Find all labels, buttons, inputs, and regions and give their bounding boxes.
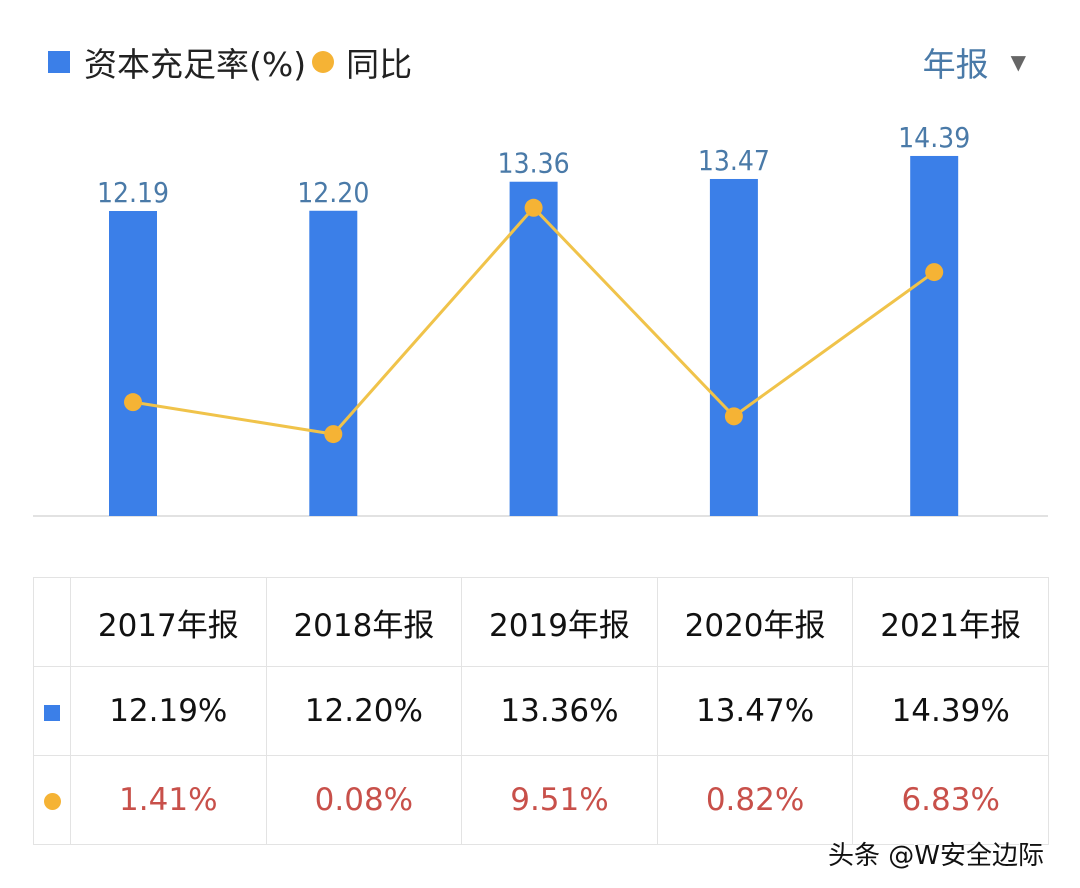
yoy-point [524,198,543,217]
table-cell: 12.20% [265,666,463,756]
table-cell: 1.41% [70,755,267,845]
table-row-yoy: 1.41% 0.08% 9.51% 0.82% 6.83% [33,755,1049,845]
bar [910,155,959,516]
bar-label: 13.47 [698,144,770,177]
bar [709,178,758,517]
table-header: 2019年报 [461,577,658,667]
table-header: 2017年报 [70,577,267,667]
dot-swatch-icon [43,793,61,810]
legend-series1: 资本充足率(%) [84,45,307,84]
table-cell: 0.82% [656,755,854,845]
caret-down-icon: ▼ [1010,50,1026,74]
bar [109,211,157,516]
bar-label: 12.20 [297,176,369,209]
bar-label: 13.36 [498,147,570,180]
table-header-row: 2017年报 2018年报 2019年报 2020年报 2021年报 [33,577,1049,667]
chart: 12.19 12.20 13.36 13.47 14.39 [33,121,1048,517]
legend-series2: 同比 [346,45,413,84]
period-selector[interactable]: 年报 ▼ [923,38,1026,86]
yoy-point [724,407,743,426]
legend-line-swatch [312,51,335,73]
table-cell: 6.83% [852,755,1049,845]
table-header: 2021年报 [852,577,1049,667]
data-table: 2017年报 2018年报 2019年报 2020年报 2021年报 12.19… [33,577,1049,845]
bar-label: 14.39 [898,121,970,154]
legend-bar-swatch [48,51,70,73]
table-header: 2020年报 [656,577,854,667]
row-marker [33,755,71,845]
bar-swatch-icon [44,705,60,721]
period-label: 年报 [922,45,989,84]
table-cell: 0.08% [265,755,463,845]
yoy-point [324,425,343,444]
table-cell: 13.36% [461,666,658,756]
table-corner [33,577,71,667]
yoy-point [925,263,944,282]
table-header: 2018年报 [265,577,463,667]
bar-label: 12.19 [97,176,169,209]
yoy-point [124,393,142,412]
row-marker [33,666,71,756]
bar [509,181,558,517]
bar [309,210,358,517]
watermark: 头条 @W安全边际 [828,841,1044,871]
table-cell: 12.19% [70,666,267,756]
table-row-ratio: 12.19% 12.20% 13.36% 13.47% 14.39% [33,666,1049,756]
table-cell: 9.51% [461,755,658,845]
table-cell: 13.47% [656,666,854,756]
table-cell: 14.39% [852,666,1049,756]
chart-legend: 资本充足率(%) 同比 [48,38,412,86]
